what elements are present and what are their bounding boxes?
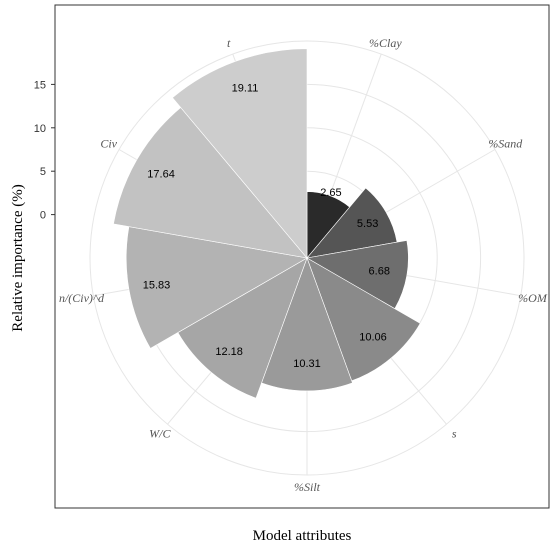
- value-label-4: 10.06: [359, 332, 387, 344]
- y-tick-label: 15: [34, 79, 46, 91]
- category-label-4: s: [452, 426, 457, 440]
- category-label-8: Civ: [100, 137, 117, 151]
- value-label-9: 19.11: [232, 83, 259, 95]
- bar-4: [306, 257, 421, 382]
- y-tick-label: 10: [34, 123, 46, 135]
- category-label-1: %Clay: [369, 36, 402, 50]
- value-label-5: 10.31: [293, 358, 321, 370]
- bar-6: [177, 257, 308, 399]
- bar-8: [113, 107, 308, 259]
- value-label-3: 6.68: [369, 266, 390, 278]
- bar-9: [172, 48, 308, 259]
- y-tick-label: 5: [40, 166, 46, 178]
- category-label-9: t: [227, 36, 231, 50]
- value-label-1: 2.65: [320, 187, 341, 199]
- category-label-5: %Silt: [294, 480, 321, 494]
- category-label-2: %Sand: [488, 137, 523, 151]
- bar-3: [306, 240, 409, 310]
- bars: [113, 48, 421, 399]
- category-label-3: %OM: [518, 291, 548, 305]
- value-label-2: 5.53: [357, 218, 378, 230]
- y-axis-ticks: 0 5 10 15: [34, 79, 55, 222]
- value-label-8: 17.64: [147, 169, 175, 181]
- bar-7: [125, 226, 308, 349]
- bar-5: [261, 257, 353, 392]
- value-label-6: 12.18: [215, 346, 243, 358]
- category-labels: %Clay %Sand %OM s %Silt W/C n/(Civ)^d Civ t: [59, 36, 548, 494]
- x-axis-title: Model attributes: [253, 528, 352, 544]
- value-label-7: 15.83: [143, 280, 171, 292]
- category-label-6: W/C: [149, 426, 171, 440]
- y-axis-title: Relative importance (%): [10, 184, 26, 331]
- bar-2: [306, 187, 398, 259]
- category-label-7: n/(Civ)^d: [59, 291, 105, 305]
- y-tick-label: 0: [40, 210, 46, 222]
- value-labels: 2.65 5.53 6.68 10.06 10.31 12.18 15.83 17.64 19.…: [143, 83, 390, 370]
